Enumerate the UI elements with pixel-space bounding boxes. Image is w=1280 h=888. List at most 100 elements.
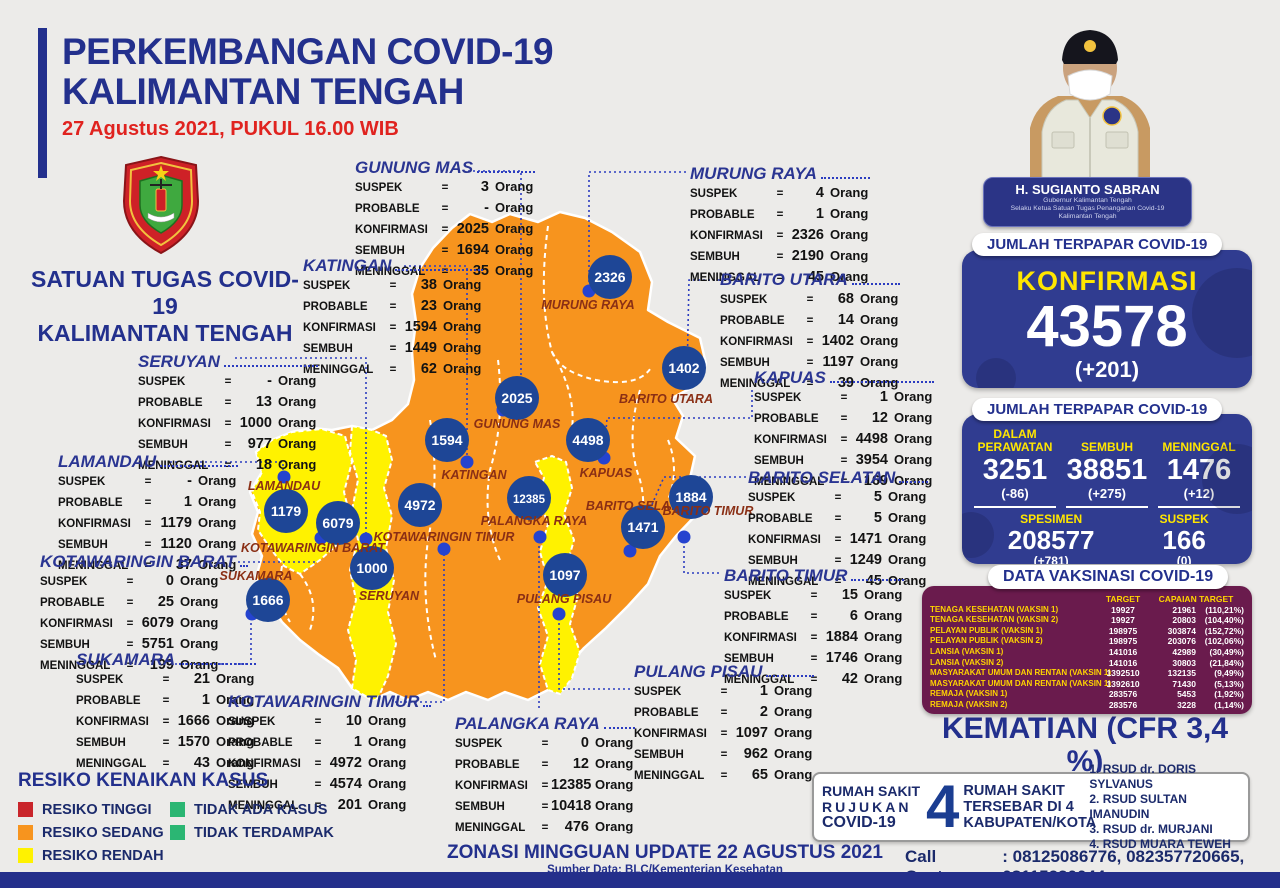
district-name: LAMANDAU (58, 452, 157, 471)
confirmed-count-value: 1884 (675, 489, 706, 505)
legend-swatch-icon (170, 825, 185, 840)
district-name: GUNUNG MAS (355, 158, 474, 177)
stat-row-sembuh: SEMBUH = 1249 Orang (748, 552, 927, 568)
stat-row-konfirmasi: KONFIRMASI = 1471 Orang (748, 531, 927, 547)
stat-row-sembuh: SEMBUH = 1746 Orang (724, 650, 903, 666)
stat-row-konfirmasi: KONFIRMASI = 4498 Orang (754, 431, 933, 447)
confirmed-count-circle (495, 376, 539, 420)
vacc-target: 19927 (1111, 604, 1135, 615)
stat-row-meninggal: MENINGGAL = 45 Orang (690, 269, 869, 285)
stat-row-suspek: SUSPEK = 1 Orang (634, 683, 813, 699)
governor-title3: Kalimantan Tengah (1058, 213, 1117, 220)
stat-row-suspek: SUSPEK = 15 Orang (724, 587, 903, 603)
vacc-target: 1392610 (1106, 678, 1140, 689)
legend-item-label: RESIKO RENDAH (42, 847, 164, 864)
hospital-item: 2. RSUD SULTAN IMANUDIN (1089, 792, 1187, 821)
stat-row-suspek: SUSPEK = 3 Orang (355, 179, 534, 195)
stat-row-probable: PROBABLE = 5 Orang (748, 510, 927, 526)
confirmed-count-value: 1666 (252, 592, 283, 608)
district-stats-katingan: KATINGAN SUSPEK = 38 Orang PROBABLE = 23 Orang KO… (303, 256, 483, 380)
legend-item-label: TIDAK TERDAMPAK (194, 824, 334, 841)
stat-row-sembuh: SEMBUH = 5751 Orang (40, 636, 219, 652)
confirmed-count-circle (543, 553, 587, 597)
stat-row-probable: PROBABLE = 6 Orang (724, 608, 903, 624)
district-name: KOTAWARINGIN TIMUR (228, 692, 420, 711)
date-line: 27 Agustus 2021, PUKUL 16.00 WIB (62, 118, 399, 140)
confirmed-count-circle (621, 505, 665, 549)
confirmed-count-value: 2025 (501, 390, 532, 406)
stat-row-probable: PROBABLE = 2 Orang (634, 704, 813, 720)
stat-row-sembuh: SEMBUH = 1449 Orang (303, 340, 482, 356)
vacc-target: 141016 (1108, 646, 1138, 657)
legend-swatch-icon (170, 802, 185, 817)
district-stats-kapuas: KAPUAS SUSPEK = 1 Orang PROBABLE = 12 Orang KONFI… (754, 368, 934, 492)
stat-row-konfirmasi: KONFIRMASI = 1097 Orang (634, 725, 813, 741)
stat-row-meninggal: MENINGGAL = 39 Orang (720, 375, 899, 391)
connector-line (686, 279, 720, 377)
stat-row-sembuh: SEMBUH = 1694 Orang (355, 242, 534, 258)
district-dot-icon (359, 532, 373, 546)
vacc-col-capaian: CAPAIAN TARGET (1158, 594, 1234, 604)
stat-row-suspek: SUSPEK = 0 Orang (455, 735, 634, 751)
vacc-label: MASYARAKAT UMUM DAN RENTAN (VAKSIN 1) (930, 668, 1112, 678)
stat-row-konfirmasi: KONFIRMASI = 1884 Orang (724, 629, 903, 645)
vacc-target: 283576 (1108, 699, 1138, 710)
district-stats-pulang-pisau: PULANG PISAU SUSPEK = 1 Orang PROBABLE = 2 Orang… (634, 662, 814, 786)
connector-line (235, 357, 367, 533)
district-stats-kotawaringin-barat: KOTAWARINGIN BARAT SUSPEK = 0 Orang PROBABLE =… (40, 552, 248, 676)
vacc-label: REMAJA (VAKSIN 1) (930, 689, 1008, 699)
vacc-capaian: 20803 (1172, 615, 1196, 626)
exposure-card1-header: JUMLAH TERPAPAR COVID-19 (972, 233, 1223, 256)
vaccination-card: TARGET CAPAIAN TARGET TENAGA KESEHATAN (… (922, 586, 1252, 714)
task-force-line1: SATUAN TUGAS COVID-19 (31, 266, 299, 319)
hospital-item: 4. RSUD MUARA TEWEH (1089, 837, 1231, 851)
map-marker-palangka-raya: 12385 PALANGKA RAYA (481, 476, 587, 544)
stat-row-suspek: SUSPEK = 5 Orang (748, 489, 927, 505)
konfirmasi-value: 43578 (1026, 294, 1188, 359)
stat-row-probable: PROBABLE = 23 Orang (303, 298, 482, 314)
vacc-target: 283576 (1108, 689, 1138, 700)
cfr-line: KEMATIAN (CFR 3,4 %) (941, 712, 1229, 778)
stat-row-meninggal: MENINGGAL = 42 Orang (724, 671, 903, 687)
governor-title1: Gubernur Kalimantan Tengah (1043, 197, 1132, 204)
confirmed-count-circle (264, 489, 308, 533)
stat-row-sembuh: SEMBUH = 1197 Orang (720, 354, 899, 370)
exposure-card2-columns: DALAM PERAWATAN 3251 (-86) SEMBUH 38851 … (962, 414, 1252, 508)
district-dot-icon (533, 530, 547, 544)
confirmed-count-value: 6079 (322, 515, 353, 531)
stat-row-suspek: SUSPEK = 0 Orang (40, 573, 219, 589)
stat-col-suspek: SUSPEK 166 (0) (1159, 512, 1209, 564)
stat-row-konfirmasi: KONFIRMASI = 1666 Orang (76, 713, 255, 729)
vacc-label: MASYARAKAT UMUM DAN RENTAN (VAKSIN 1) (930, 678, 1112, 688)
district-stats-sukamara: SUKAMARA SUSPEK = 21 Orang PROBABLE = 1 Orang KON… (76, 650, 256, 774)
district-stats-barito-timur: BARITO TIMUR SUSPEK = 15 Orang PROBABLE = 6 Oran… (724, 566, 904, 690)
vacc-target: 198975 (1108, 625, 1138, 636)
district-name: BARITO UTARA (720, 270, 848, 289)
map-marker-lamandau: 1179 LAMANDAU (248, 470, 321, 533)
legend-item: RESIKO RENDAH (18, 844, 170, 867)
vacc-capaian: 71430 (1172, 678, 1196, 689)
stat-row-suspek: SUSPEK = - Orang (58, 473, 237, 489)
vacc-capaian: 203076 (1167, 636, 1196, 647)
vacc-label: TENAGA KESEHATAN (VAKSIN 2) (930, 615, 1059, 625)
title-line2: KALIMANTAN TENGAH (62, 71, 464, 112)
vacc-target: 141016 (1108, 657, 1138, 668)
stat-col-perawatan: DALAM PERAWATAN 3251 (-86) (974, 424, 1056, 508)
stat-row-konfirmasi: KONFIRMASI = 1594 Orang (303, 319, 482, 335)
vacc-pct: (1,14%) (1214, 699, 1244, 710)
vacc-col-target: TARGET (1105, 594, 1141, 604)
legend-item-label: TIDAK ADA KASUS (194, 801, 328, 818)
legend-items: RESIKO TINGGI TIDAK ADA KASUS RESIKO SEDAN… (18, 798, 408, 867)
stat-row-sembuh: SEMBUH = 2190 Orang (690, 248, 869, 264)
confirmed-count-value: 1594 (431, 432, 462, 448)
stat-row-sembuh: SEMBUH = 4574 Orang (228, 776, 407, 792)
connector-line (558, 618, 632, 690)
stat-row-sembuh: SEMBUH = 977 Orang (138, 436, 317, 452)
confirmed-count-value: 4498 (572, 432, 603, 448)
hospital-left-label: RUMAH SAKIT RUJUKAN COVID-19 (822, 783, 920, 831)
confirmed-count-circle (398, 483, 442, 527)
map-marker-seruyan: 1000 SERUYAN (350, 532, 420, 603)
vacc-capaian: 30803 (1172, 657, 1196, 668)
